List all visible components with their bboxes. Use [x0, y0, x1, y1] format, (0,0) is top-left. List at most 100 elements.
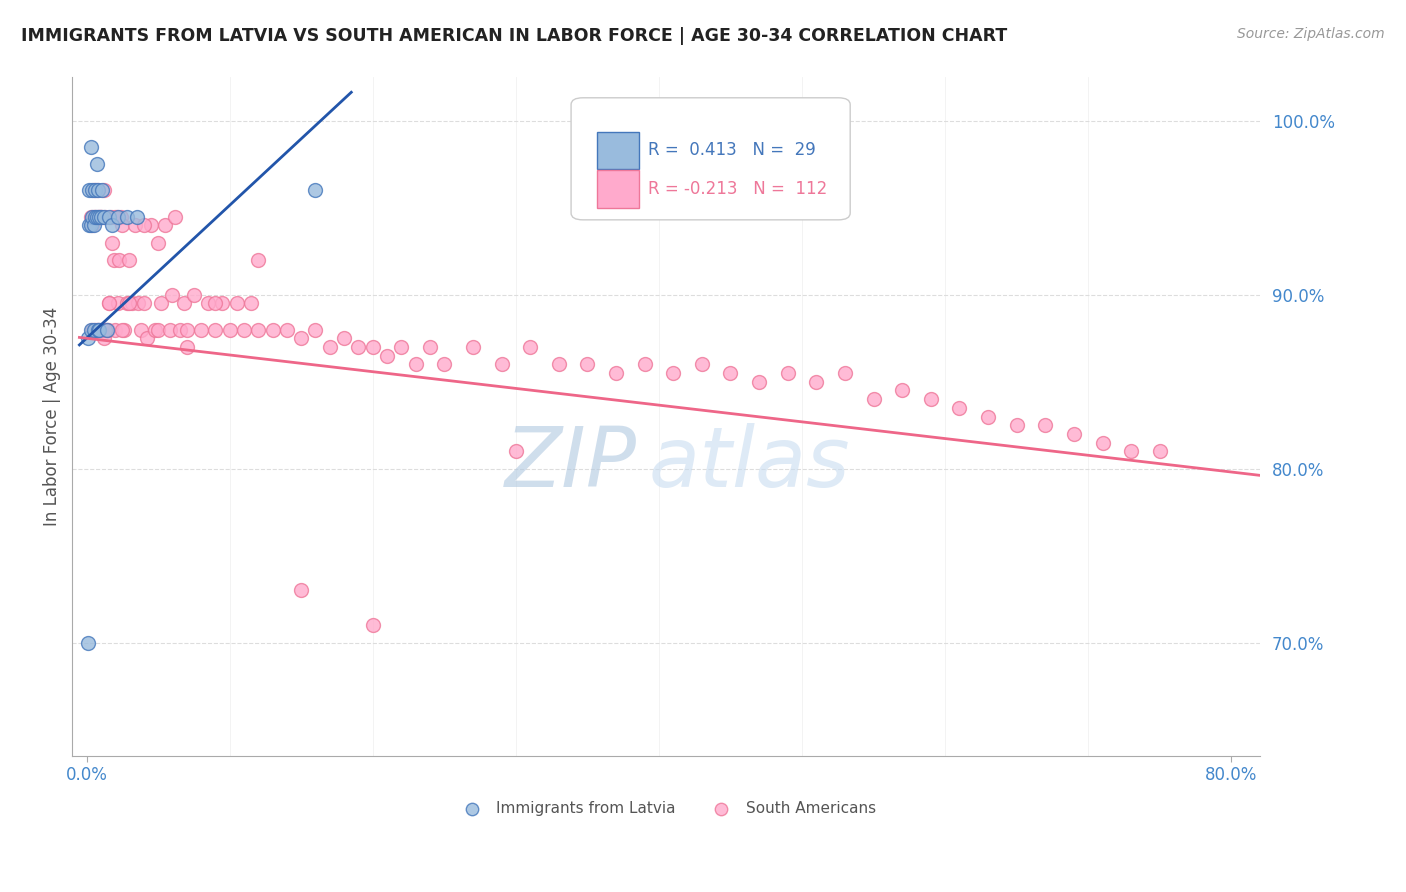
Point	[90, 210, 112, 224]
Point	[111, 219, 134, 233]
Point	[605, 366, 627, 380]
Point	[948, 401, 970, 415]
Point	[82, 322, 104, 336]
Point	[84, 210, 107, 224]
Point	[96, 322, 118, 336]
Point	[87, 322, 110, 336]
Point	[405, 357, 427, 371]
Point	[920, 392, 942, 406]
Point	[143, 322, 166, 336]
Point	[89, 322, 111, 336]
Point	[132, 219, 155, 233]
Point	[505, 444, 527, 458]
Point	[891, 384, 914, 398]
Point	[84, 322, 107, 336]
Point	[319, 340, 342, 354]
Point	[101, 219, 124, 233]
Point	[115, 210, 138, 224]
Text: R = -0.213   N =  112: R = -0.213 N = 112	[648, 180, 828, 198]
Point	[155, 219, 177, 233]
Point	[247, 252, 270, 267]
Point	[90, 210, 112, 224]
Point	[96, 322, 118, 336]
Point	[86, 157, 108, 171]
Legend: Immigrants from Latvia, South Americans: Immigrants from Latvia, South Americans	[450, 796, 882, 822]
Point	[1091, 435, 1114, 450]
Point	[90, 210, 112, 224]
Point	[1121, 444, 1143, 458]
Point	[87, 322, 110, 336]
Point	[419, 340, 441, 354]
Point	[107, 296, 129, 310]
Point	[776, 366, 799, 380]
Point	[125, 210, 148, 224]
Point	[108, 252, 131, 267]
Point	[80, 219, 103, 233]
Point	[519, 340, 541, 354]
Point	[862, 392, 884, 406]
Point	[104, 210, 127, 224]
Point	[165, 210, 187, 224]
Point	[77, 331, 100, 345]
Point	[183, 287, 205, 301]
Point	[233, 322, 256, 336]
Point	[375, 349, 398, 363]
Point	[333, 331, 356, 345]
Point	[491, 357, 513, 371]
Point	[204, 296, 226, 310]
Point	[127, 296, 149, 310]
Point	[806, 375, 828, 389]
Point	[1005, 418, 1028, 433]
Point	[169, 322, 191, 336]
Point	[361, 340, 384, 354]
Point	[361, 618, 384, 632]
Point	[149, 296, 172, 310]
Point	[204, 322, 226, 336]
Point	[977, 409, 1000, 424]
Point	[176, 322, 198, 336]
Point	[89, 210, 111, 224]
Point	[98, 296, 121, 310]
Point	[197, 296, 219, 310]
Point	[87, 210, 110, 224]
Point	[118, 296, 141, 310]
Point	[94, 210, 117, 224]
Point	[720, 366, 742, 380]
Point	[80, 140, 103, 154]
Point	[118, 252, 141, 267]
Point	[290, 583, 312, 598]
Point	[86, 210, 108, 224]
Point	[87, 184, 110, 198]
Point	[93, 331, 115, 345]
Point	[347, 340, 370, 354]
Point	[262, 322, 284, 336]
Point	[100, 210, 122, 224]
Point	[112, 322, 135, 336]
Point	[1063, 426, 1085, 441]
Point	[633, 357, 655, 371]
Point	[82, 219, 104, 233]
Point	[176, 340, 198, 354]
Point	[218, 322, 240, 336]
Point	[190, 322, 212, 336]
Point	[90, 322, 112, 336]
Point	[225, 296, 247, 310]
Point	[129, 322, 152, 336]
Point	[83, 184, 105, 198]
Point	[89, 210, 111, 224]
Point	[101, 235, 124, 250]
Text: R =  0.413   N =  29: R = 0.413 N = 29	[648, 141, 815, 159]
Text: Source: ZipAtlas.com: Source: ZipAtlas.com	[1237, 27, 1385, 41]
Point	[93, 184, 115, 198]
Point	[98, 210, 121, 224]
Point	[173, 296, 195, 310]
Point	[132, 296, 155, 310]
Point	[240, 296, 263, 310]
Text: atlas: atlas	[648, 424, 849, 505]
Point	[107, 210, 129, 224]
Text: IMMIGRANTS FROM LATVIA VS SOUTH AMERICAN IN LABOR FORCE | AGE 30-34 CORRELATION : IMMIGRANTS FROM LATVIA VS SOUTH AMERICAN…	[21, 27, 1007, 45]
Point	[121, 296, 143, 310]
Point	[162, 287, 184, 301]
Point	[80, 210, 103, 224]
Point	[79, 184, 101, 198]
